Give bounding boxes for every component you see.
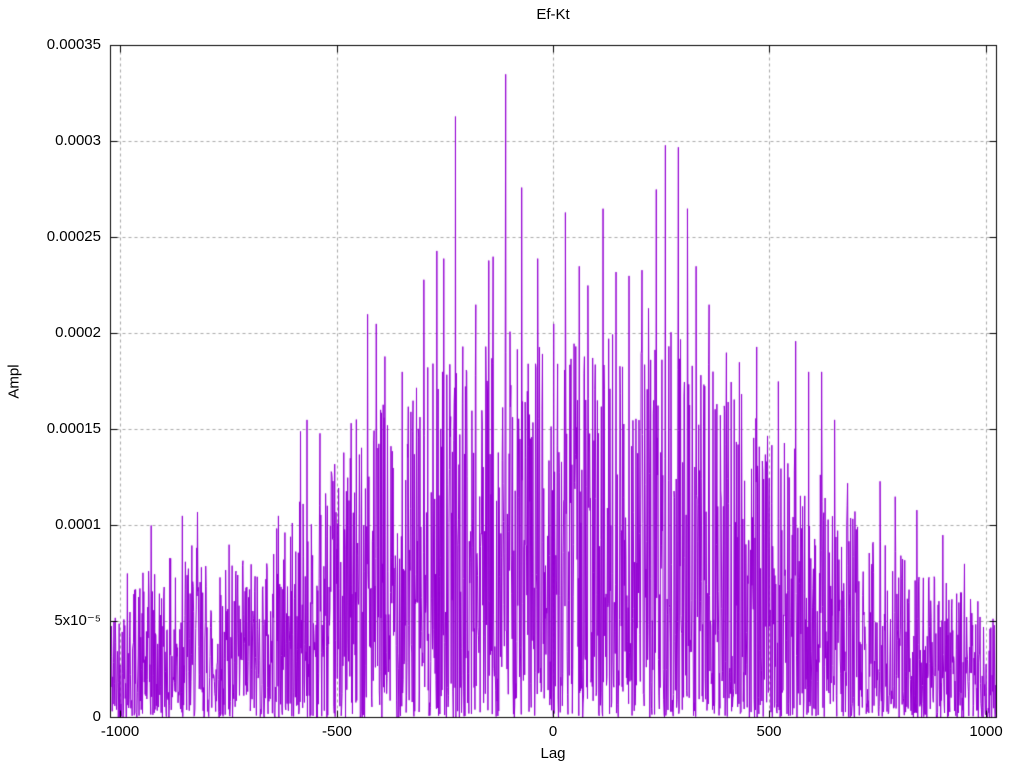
x-tick-label: 500 xyxy=(756,723,782,740)
chart-title: Ef-Kt xyxy=(536,6,570,23)
y-tick-label: 0.0002 xyxy=(55,324,101,341)
y-tick-label: 0.0003 xyxy=(55,132,101,149)
y-tick-label: 0 xyxy=(92,708,101,725)
y-tick-label: 0.0001 xyxy=(55,516,101,533)
x-tick-label: 1000 xyxy=(969,723,1003,740)
x-tick-label: -1000 xyxy=(100,723,140,740)
y-axis-label: Ampl xyxy=(5,364,23,399)
y-tick-label: 0.00025 xyxy=(46,228,101,245)
x-axis-label: Lag xyxy=(540,745,566,762)
x-tick-label: -500 xyxy=(321,723,353,740)
y-tick-label: 5x10⁻⁵ xyxy=(54,612,101,629)
y-tick-label: 0.00015 xyxy=(46,420,101,437)
x-tick-label: 0 xyxy=(548,723,558,740)
y-tick-label: 0.00035 xyxy=(46,36,101,53)
